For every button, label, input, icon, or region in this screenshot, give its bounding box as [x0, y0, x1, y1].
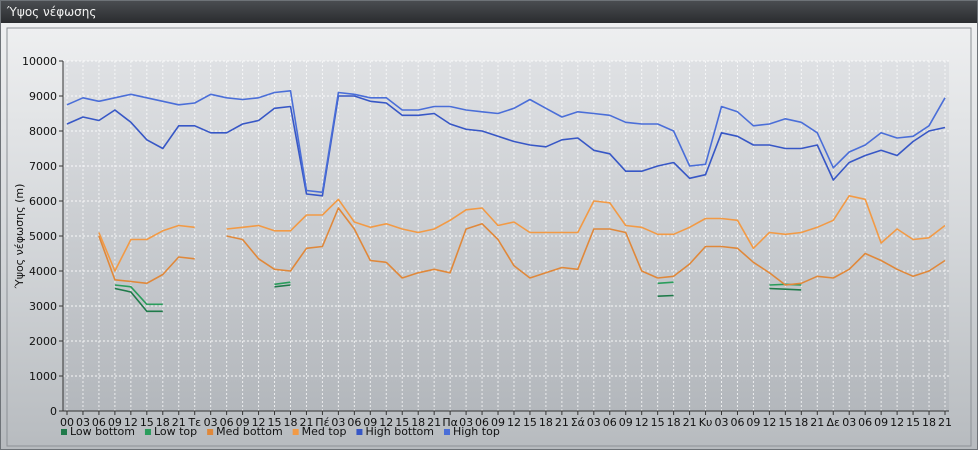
x-tick-label: 06	[220, 416, 234, 429]
y-tick-label: 7000	[29, 160, 57, 173]
x-tick-label: 12	[762, 416, 776, 429]
x-tick-label: 21	[683, 416, 697, 429]
y-tick-label: 8000	[29, 125, 57, 138]
series-line-high-top	[66, 90, 946, 194]
x-tick-label: 15	[268, 416, 282, 429]
x-tick-label: 15	[778, 416, 792, 429]
legend-label-low-bottom: Low bottom	[70, 425, 135, 438]
x-tick-label: 03	[842, 416, 856, 429]
x-tick-label: 09	[619, 416, 633, 429]
x-tick-label: 21	[427, 416, 441, 429]
series-line-med-bottom	[98, 235, 195, 285]
y-tick-label: 1000	[29, 370, 57, 383]
x-tick-label: 15	[395, 416, 409, 429]
x-tick-label: 09	[363, 416, 377, 429]
x-tick-label: 15	[651, 416, 665, 429]
x-tick-label: 18	[283, 416, 297, 429]
series-line-low-top	[274, 281, 291, 286]
x-tick-label: 09	[491, 416, 505, 429]
x-tick-label: 03	[587, 416, 601, 429]
y-tick-label: 6000	[29, 195, 57, 208]
x-tick-label: 06	[475, 416, 489, 429]
legend-label-med-top: Med top	[302, 425, 347, 438]
x-tick-label: 18	[411, 416, 425, 429]
legend-label-low-top: Low top	[154, 425, 197, 438]
x-tick-label: 21	[938, 416, 952, 429]
x-tick-label: 15	[140, 416, 154, 429]
x-tick-label: 12	[124, 416, 138, 429]
legend-swatch-low-bottom	[61, 429, 67, 435]
x-tick-label: 15	[523, 416, 537, 429]
series-line-med-top	[226, 195, 946, 250]
legend-swatch-high-top	[444, 429, 450, 435]
series-line-low-bottom	[769, 287, 802, 291]
x-tick-label: Κυ	[699, 416, 713, 429]
x-tick-label: 06	[603, 416, 617, 429]
x-tick-label: 03	[459, 416, 473, 429]
chart-panel-border	[6, 27, 972, 447]
series-line-med-top	[98, 224, 195, 272]
series-line-low-bottom	[657, 294, 674, 297]
x-tick-label: 03	[331, 416, 345, 429]
y-tick-label: 3000	[29, 300, 57, 313]
x-tick-label: 18	[539, 416, 553, 429]
x-tick-label: 03	[76, 416, 90, 429]
x-tick-label: 18	[667, 416, 681, 429]
y-tick-label: 5000	[29, 230, 57, 243]
series-line-low-bottom	[274, 284, 291, 288]
x-tick-label: Δε	[827, 416, 841, 429]
series-line-low-top	[114, 284, 163, 306]
window-title: Ύψος νέφωσης	[1, 1, 977, 23]
x-tick-label: 21	[810, 416, 824, 429]
x-tick-label: 12	[379, 416, 393, 429]
x-tick-label: 18	[156, 416, 170, 429]
series-line-high-bottom	[66, 95, 946, 197]
x-tick-label: 06	[858, 416, 872, 429]
y-tick-label: 10000	[22, 55, 57, 68]
x-tick-label: Τε	[187, 416, 201, 429]
x-tick-label: 21	[172, 416, 186, 429]
x-tick-label: 06	[347, 416, 361, 429]
y-tick-label: 4000	[29, 265, 57, 278]
legend-label-med-bottom: Med bottom	[216, 425, 283, 438]
x-tick-label: 15	[906, 416, 920, 429]
x-tick-label: 06	[92, 416, 106, 429]
x-tick-label: Σά	[571, 416, 585, 429]
plot-area	[63, 61, 949, 411]
series-line-low-bottom	[114, 287, 163, 313]
x-tick-label: 09	[746, 416, 760, 429]
x-tick-label: Πέ	[315, 416, 329, 429]
x-tick-label: 21	[299, 416, 313, 429]
legend-label-high-top: High top	[453, 425, 500, 438]
x-tick-label: 12	[635, 416, 649, 429]
x-tick-label: 12	[252, 416, 266, 429]
legend-label-high-bottom: High bottom	[365, 425, 434, 438]
x-tick-label: 18	[922, 416, 936, 429]
x-tick-label: 06	[730, 416, 744, 429]
x-tick-label: 09	[236, 416, 250, 429]
legend-swatch-med-top	[292, 429, 299, 435]
y-tick-label: 0	[50, 405, 57, 418]
cloud-height-chart: 0 1000 2000 3000 4000 5000 6000 7000 8000 9000 100…	[6, 27, 972, 447]
y-axis-title: Ύψος νέφωσης (m)	[13, 184, 26, 290]
x-tick-label: 00	[60, 416, 74, 429]
y-tick-label: 9000	[29, 90, 57, 103]
x-tick-label: 03	[715, 416, 729, 429]
x-tick-label: 12	[507, 416, 521, 429]
x-tick-label: 18	[794, 416, 808, 429]
x-tick-label: 21	[555, 416, 569, 429]
x-tick-label: 09	[874, 416, 888, 429]
x-tick-label: 09	[108, 416, 122, 429]
x-tick-label: 03	[204, 416, 218, 429]
legend-swatch-high-bottom	[356, 429, 363, 435]
series-line-med-bottom	[226, 207, 946, 286]
x-tick-label: Πα	[442, 416, 458, 429]
y-tick-label: 2000	[29, 335, 57, 348]
x-tick-label: 12	[890, 416, 904, 429]
legend-swatch-low-top	[144, 429, 151, 435]
legend-swatch-med-bottom	[207, 429, 214, 435]
series-line-low-top	[657, 281, 674, 285]
